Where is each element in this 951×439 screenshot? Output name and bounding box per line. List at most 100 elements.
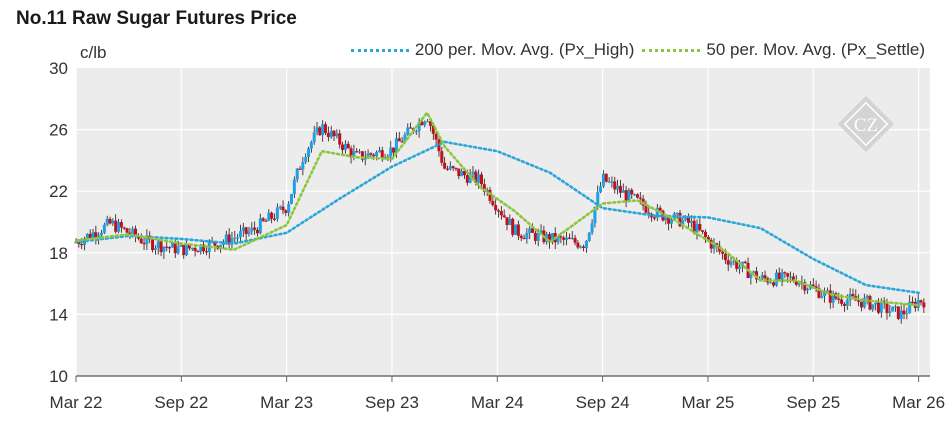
candle-body <box>531 228 535 233</box>
candle-body <box>859 301 863 308</box>
candle-body <box>899 310 903 319</box>
candle-body <box>539 230 543 233</box>
candle-body <box>837 298 841 300</box>
candle-body <box>122 227 126 229</box>
candle-body <box>290 194 294 204</box>
candle-body <box>193 247 197 252</box>
candle-body <box>182 245 186 256</box>
candle-body <box>307 148 311 158</box>
candle-body <box>355 151 359 153</box>
candle-body <box>270 212 274 219</box>
candle-body <box>567 237 571 239</box>
candle-body <box>448 166 452 170</box>
candle-body <box>749 273 753 278</box>
candle-body <box>142 243 146 245</box>
candle-body <box>312 132 316 143</box>
candle-body <box>196 251 200 253</box>
candle-body <box>358 151 362 153</box>
candle-body <box>712 243 716 249</box>
candle-body <box>630 189 634 195</box>
candle-body <box>346 143 350 149</box>
candle-body <box>502 215 506 218</box>
candle-body <box>426 121 430 123</box>
candle-body <box>729 262 733 265</box>
candle-body <box>701 230 705 232</box>
candle-body <box>213 241 217 246</box>
candle-body <box>587 232 591 241</box>
candle-body <box>514 224 518 235</box>
candle-body <box>185 244 189 256</box>
y-tick-label: 10 <box>49 367 68 386</box>
candle-body <box>244 227 248 234</box>
candle-body <box>596 192 600 208</box>
candle-body <box>88 233 92 239</box>
candle-body <box>369 153 373 155</box>
candle-body <box>397 138 401 142</box>
candle-body <box>238 231 242 238</box>
candle-body <box>108 218 112 224</box>
candle-body <box>695 223 699 233</box>
y-tick-label: 22 <box>49 182 68 201</box>
candle-body <box>896 306 900 319</box>
candle-body <box>570 237 574 240</box>
candle-body <box>706 237 710 240</box>
legend-swatch-200ma <box>350 48 409 52</box>
chart-legend: 200 per. Mov. Avg. (Px_High) 50 per. Mov… <box>343 40 925 60</box>
candle-body <box>613 181 617 190</box>
candle-body <box>780 272 784 280</box>
candle-body <box>267 212 271 221</box>
candle-body <box>616 185 620 190</box>
candle-body <box>763 275 767 279</box>
candle-body <box>522 237 526 240</box>
candle-body <box>380 150 384 159</box>
candle-body <box>556 236 560 243</box>
candle-body <box>519 235 523 238</box>
candle-body <box>675 212 679 215</box>
candle-body <box>335 133 339 137</box>
candle-body <box>499 211 503 216</box>
candle-body <box>525 232 529 239</box>
legend-item-200ma: 200 per. Mov. Avg. (Px_High) <box>350 40 634 60</box>
x-tick-label: Sep 23 <box>365 393 419 412</box>
candle-body <box>828 290 832 303</box>
candle-body <box>284 210 288 213</box>
candle-body <box>324 124 328 133</box>
candle-body <box>678 212 682 227</box>
ma50-line <box>74 111 920 307</box>
candle-body <box>655 207 659 218</box>
candle-body <box>332 130 336 137</box>
chart-title: No.11 Raw Sugar Futures Price <box>16 8 297 29</box>
candle-body <box>857 300 861 302</box>
candle-body <box>686 216 690 223</box>
candle-body <box>85 233 89 239</box>
candle-body <box>224 234 228 242</box>
candle-body <box>919 300 923 303</box>
candle-body <box>789 276 793 278</box>
candle-body <box>431 125 435 134</box>
candle-body <box>80 244 84 246</box>
candle-body <box>874 302 878 305</box>
candle-body <box>709 239 713 249</box>
candle-body <box>255 229 259 234</box>
candle-body <box>823 290 827 297</box>
candle-body <box>159 241 163 253</box>
y-axis-unit-label: c/lb <box>80 43 107 62</box>
candle-body <box>392 147 396 153</box>
candle-body <box>134 228 138 237</box>
candle-body <box>187 244 191 249</box>
candle-body <box>579 246 583 248</box>
candle-body <box>658 207 662 211</box>
candle-body <box>650 213 654 218</box>
candle-body <box>723 253 727 261</box>
candle-body <box>389 147 393 157</box>
candle-body <box>485 189 489 192</box>
candle-body <box>102 224 106 233</box>
plot-area <box>76 68 930 376</box>
candle-body <box>633 194 637 196</box>
candle-body <box>871 304 875 310</box>
candle-body <box>474 171 478 183</box>
candle-body <box>488 189 492 201</box>
candle-body <box>386 156 390 159</box>
candle-body <box>885 302 889 313</box>
x-tick-label: Sep 25 <box>786 393 840 412</box>
